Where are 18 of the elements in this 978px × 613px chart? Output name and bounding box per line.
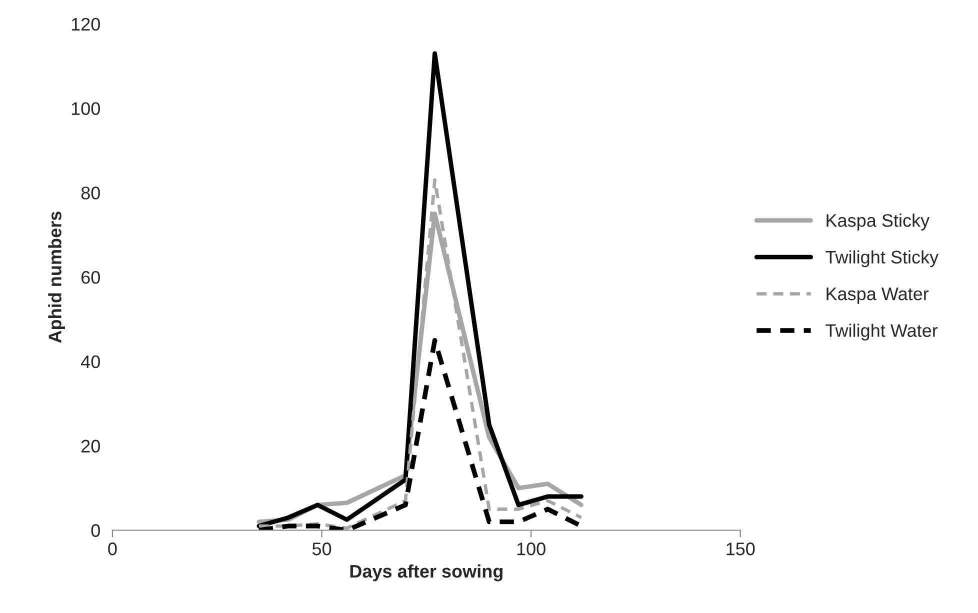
legend-label: Twilight Sticky [826, 250, 939, 268]
y-tick-label: 20 [81, 440, 100, 453]
x-axis-title: Days after sowing [350, 564, 502, 582]
legend-label: Twilight Water [826, 324, 938, 341]
x-tick-label: 100 [517, 542, 546, 556]
line-series [256, 51, 584, 528]
y-tick-label: 0 [91, 524, 100, 537]
legend-label: Kaspa Sticky [826, 214, 930, 230]
x-tick-label: 50 [312, 542, 332, 556]
x-tick-label: 0 [108, 542, 117, 556]
y-tick-label: 60 [82, 271, 100, 284]
legend-label: Kaspa Water [826, 288, 929, 304]
y-tick-label: 80 [81, 186, 100, 200]
y-tick-label: 120 [72, 18, 100, 31]
y-tick-label: 100 [72, 102, 100, 116]
y-tick-label: 40 [81, 355, 100, 368]
x-tick-label: 150 [726, 542, 755, 556]
y-axis-title: Aphid numbers [48, 212, 65, 343]
